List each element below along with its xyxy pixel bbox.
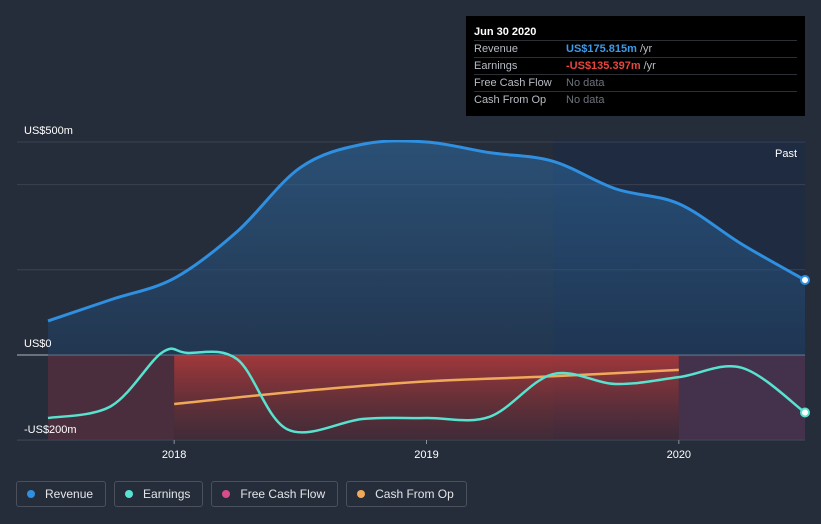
legend-item-free-cash-flow[interactable]: Free Cash Flow: [211, 481, 339, 507]
revenue-dot-icon: [27, 490, 35, 498]
earnings-shade-main: [174, 355, 679, 440]
tooltip-unit: /yr: [639, 43, 653, 55]
legend-label: Free Cash Flow: [240, 487, 326, 501]
tooltip-date: Jun 30 2020: [474, 26, 537, 38]
free-cash-flow-dot-icon: [222, 490, 231, 498]
cash-from-op-dot-icon: [357, 490, 366, 498]
legend-item-revenue[interactable]: Revenue: [16, 481, 107, 507]
chart-legend: Revenue Earnings Free Cash Flow Cash Fro…: [16, 481, 467, 507]
revenue-line: [47, 140, 805, 323]
x-tick-label: 2019: [414, 449, 438, 461]
legend-item-cash-from-op[interactable]: Cash From Op: [346, 481, 467, 507]
tooltip-value: -US$135.397m: [566, 60, 641, 72]
y-tick-label: -US$200m: [24, 424, 77, 436]
x-tick-label: 2020: [667, 449, 691, 461]
revenue-end-marker: [800, 275, 810, 286]
tooltip-label: Revenue: [474, 43, 519, 55]
tooltip-row-free-cash-flow: Free Cash Flow No data: [474, 74, 797, 91]
tooltip-panel: Jun 30 2020 Revenue US$175.815m /yr Earn…: [466, 16, 805, 116]
tooltip-value: US$175.815m: [566, 43, 637, 55]
tooltip-row-earnings: Earnings -US$135.397m /yr: [474, 57, 797, 74]
x-tick-label: 2018: [162, 449, 186, 461]
tooltip-label: Cash From Op: [474, 94, 547, 106]
past-label: Past: [775, 148, 797, 160]
tooltip-label: Free Cash Flow: [474, 77, 552, 89]
legend-label: Revenue: [45, 487, 94, 501]
earnings-end-marker: [800, 407, 810, 418]
tooltip-value: No data: [566, 94, 605, 106]
earnings-dot-icon: [125, 490, 134, 498]
y-tick-label: US$500m: [24, 125, 73, 137]
legend-label: Cash From Op: [375, 487, 454, 501]
earnings-shade-early: [48, 355, 175, 440]
cash-from-op-line: [174, 368, 679, 406]
tooltip-unit: /yr: [643, 60, 656, 72]
earnings-shade-late: [678, 355, 805, 440]
earnings-line: [47, 347, 805, 434]
tooltip-row-cash-from-op: Cash From Op No data: [474, 91, 797, 108]
revenue-area: [48, 140, 805, 355]
tooltip-value: No data: [566, 77, 605, 89]
legend-label: Earnings: [143, 487, 191, 501]
y-tick-label: US$0: [24, 338, 52, 350]
legend-item-earnings[interactable]: Earnings: [114, 481, 204, 507]
tooltip-label: Earnings: [474, 60, 518, 72]
tooltip-row-revenue: Revenue US$175.815m /yr: [474, 40, 797, 57]
